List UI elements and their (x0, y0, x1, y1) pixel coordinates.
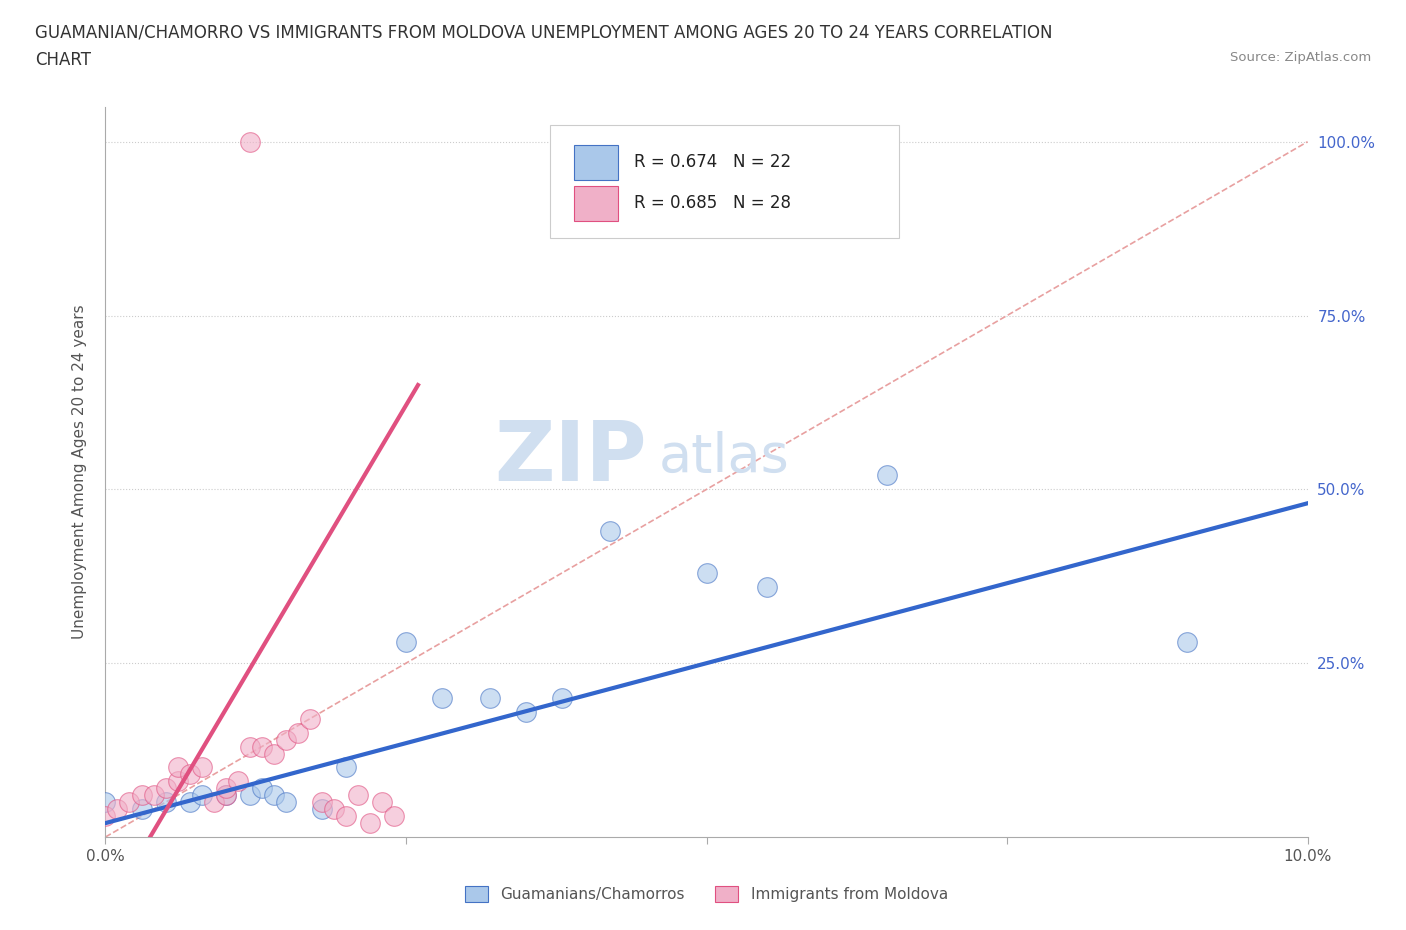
Point (118, 795, 141, 810)
Point (311, 802, 333, 817)
Point (382, 809, 405, 824)
FancyBboxPatch shape (574, 186, 617, 220)
Point (142, 788, 165, 803)
Point (155, 781, 177, 796)
Text: CHART: CHART (35, 51, 91, 69)
Point (322, 802, 344, 817)
Point (155, 795, 177, 810)
Point (166, 774, 188, 789)
Point (371, 795, 394, 810)
Point (274, 795, 297, 810)
Text: R = 0.685   N = 28: R = 0.685 N = 28 (634, 194, 792, 212)
Point (190, 788, 212, 803)
Point (131, 802, 153, 817)
Text: GUAMANIAN/CHAMORRO VS IMMIGRANTS FROM MOLDOVA UNEMPLOYMENT AMONG AGES 20 TO 24 Y: GUAMANIAN/CHAMORRO VS IMMIGRANTS FROM MO… (35, 23, 1053, 41)
Point (239, 739, 262, 754)
Point (347, 788, 370, 803)
Text: ZIP: ZIP (494, 417, 647, 498)
Point (94, 809, 117, 824)
Point (395, 635, 418, 650)
Point (239, 134, 262, 149)
Legend: Guamanians/Chamorros, Immigrants from Moldova: Guamanians/Chamorros, Immigrants from Mo… (465, 886, 948, 902)
Point (214, 781, 236, 796)
Point (202, 795, 225, 810)
Point (599, 524, 621, 538)
Point (250, 781, 273, 796)
Point (298, 711, 321, 726)
Point (107, 802, 129, 817)
Point (551, 690, 574, 705)
Point (430, 690, 453, 705)
Point (179, 767, 201, 782)
Point (190, 760, 212, 775)
Point (359, 816, 381, 830)
Y-axis label: Unemployment Among Ages 20 to 24 years: Unemployment Among Ages 20 to 24 years (72, 305, 87, 639)
Point (263, 746, 285, 761)
Text: Source: ZipAtlas.com: Source: ZipAtlas.com (1230, 51, 1371, 64)
Point (263, 788, 285, 803)
Point (515, 704, 537, 719)
Point (755, 579, 778, 594)
Point (214, 788, 236, 803)
Point (226, 774, 249, 789)
Point (1177, 635, 1199, 650)
Point (250, 739, 273, 754)
Point (311, 795, 333, 810)
Point (479, 690, 502, 705)
Point (274, 732, 297, 747)
Point (239, 788, 262, 803)
Point (214, 788, 236, 803)
Point (335, 809, 357, 824)
Text: atlas: atlas (658, 432, 789, 484)
FancyBboxPatch shape (574, 145, 617, 180)
Point (876, 468, 898, 483)
Point (94, 795, 117, 810)
Point (179, 795, 201, 810)
Point (166, 760, 188, 775)
Point (287, 725, 309, 740)
Point (335, 760, 357, 775)
FancyBboxPatch shape (550, 126, 898, 238)
Point (131, 788, 153, 803)
Point (696, 565, 718, 580)
Text: R = 0.674   N = 22: R = 0.674 N = 22 (634, 153, 792, 171)
